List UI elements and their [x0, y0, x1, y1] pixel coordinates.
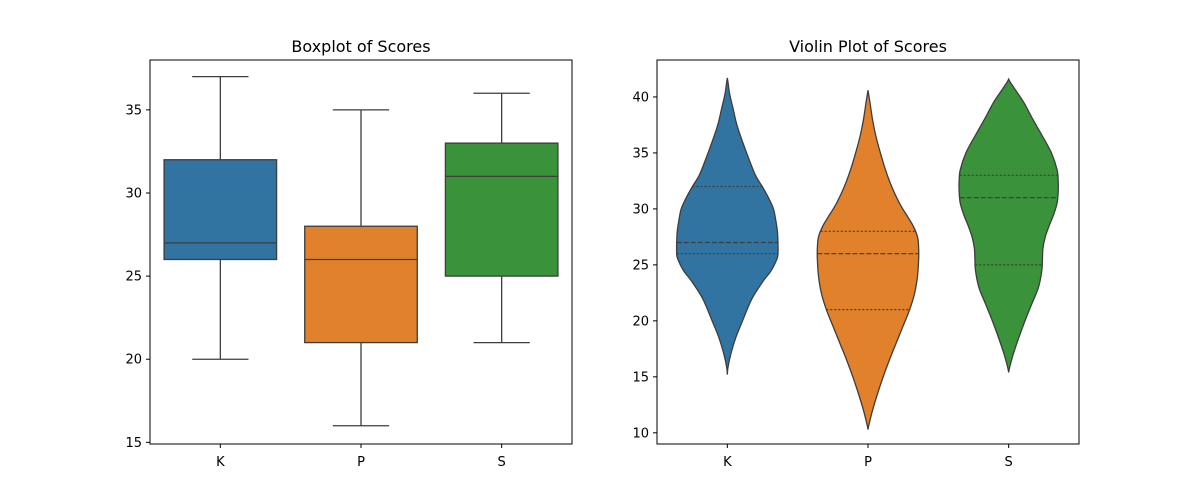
violin-y-axis: 10 15 20 25 30 35 40 — [632, 90, 657, 441]
violin-P — [816, 90, 920, 430]
violin-K — [675, 77, 779, 375]
boxplot-marks — [163, 75, 559, 427]
boxplot-frame — [149, 59, 573, 445]
boxplot-xtick-label: S — [498, 455, 506, 470]
boxplot-y-axis: 15 20 25 30 35 — [125, 103, 150, 451]
violin-xtick-label: P — [864, 455, 872, 470]
boxplot-ytick-label: 35 — [125, 103, 142, 118]
boxplot-ytick-label: 20 — [125, 353, 142, 368]
boxplot-ytick-label: 25 — [125, 270, 142, 285]
violin-frame — [656, 59, 1080, 445]
boxplot-ytick-label: 30 — [125, 186, 142, 201]
boxplot-ytick-label: 15 — [125, 436, 142, 451]
violin-xtick-label: K — [723, 455, 732, 470]
violin-ytick-label: 30 — [632, 202, 649, 217]
violin-marks — [675, 77, 1059, 430]
violin-body — [958, 77, 1059, 373]
violin-ytick-label: 10 — [632, 426, 649, 441]
box-K — [163, 75, 278, 360]
box-iqr — [163, 159, 278, 261]
violin-ytick-label: 15 — [632, 370, 649, 385]
violin-xtick-label: S — [1005, 455, 1013, 470]
violin-ytick-label: 40 — [632, 90, 649, 105]
violin-body — [675, 77, 779, 375]
violin-ytick-label: 20 — [632, 314, 649, 329]
box-P — [304, 109, 418, 427]
violin-axes: Violin Plot of Scores 10 15 20 25 30 35 40 K P S — [632, 37, 1080, 470]
boxplot-axes: Boxplot of Scores 15 20 25 30 35 K P S — [125, 37, 573, 470]
violin-ytick-label: 35 — [632, 146, 649, 161]
boxplot-xtick-label: P — [357, 455, 365, 470]
violin-body — [816, 90, 920, 430]
boxplot-xtick-label: K — [216, 455, 225, 470]
violin-title: Violin Plot of Scores — [789, 37, 947, 56]
violin-ytick-label: 25 — [632, 258, 649, 273]
box-iqr — [444, 142, 559, 277]
box-S — [444, 92, 559, 344]
box-iqr — [304, 225, 418, 344]
boxplot-title: Boxplot of Scores — [291, 37, 430, 56]
violin-S — [958, 77, 1059, 373]
